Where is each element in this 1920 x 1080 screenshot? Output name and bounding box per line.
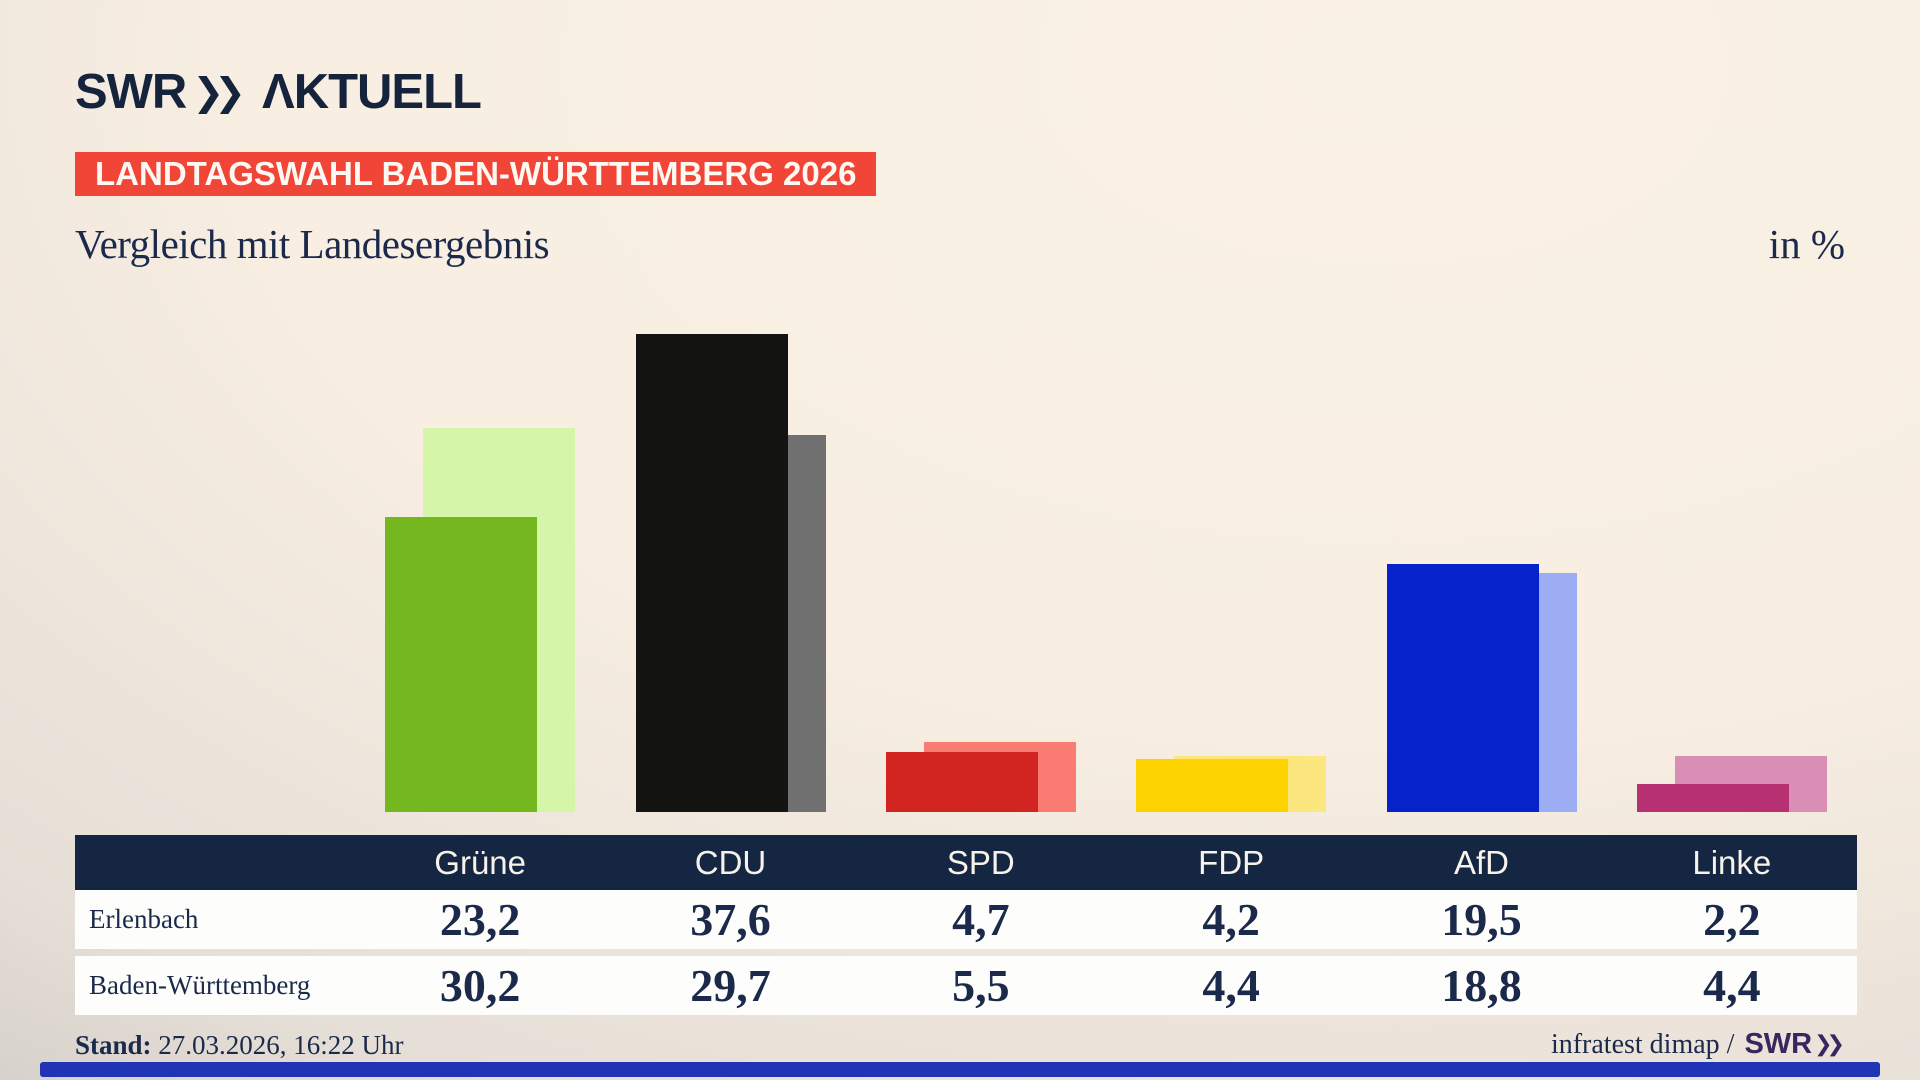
swr-aktuell-logo: SWR ❯❯ ΛKTUELL (75, 64, 482, 120)
source-credit: infratest dimap / SWR ❯❯ (1551, 1028, 1845, 1061)
column-header-cdu: CDU (694, 843, 767, 881)
column-header-spd: SPD (946, 843, 1015, 881)
source-swr-text: SWR (1744, 1028, 1813, 1060)
table-row-erlenbach: Erlenbach 23,2 37,6 4,7 4,2 19,5 2,2 (75, 890, 1857, 949)
value-erlenbach-gruene: 23,2 (439, 894, 521, 945)
bar-Linke-Erlenbach (1636, 784, 1789, 812)
bar-CDU-Erlenbach (635, 334, 788, 812)
bar-AfD-Erlenbach (1386, 564, 1539, 812)
value-bw-afd: 18,8 (1441, 960, 1522, 1011)
source-swr-chevrons-icon: ❯❯ (1814, 1032, 1845, 1057)
results-table: Grüne CDU SPD FDP AfD Linke Erlenbach 23… (75, 835, 1857, 1015)
value-bw-linke: 4,4 (1703, 960, 1761, 1011)
row-label: Erlenbach (89, 904, 199, 934)
value-erlenbach-afd: 19,5 (1441, 894, 1522, 945)
bar-Grüne-Erlenbach (385, 517, 538, 812)
bar-chart (75, 292, 1857, 812)
bar-FDP-Erlenbach (1136, 758, 1289, 812)
bottom-accent-bar (40, 1062, 1880, 1077)
source-text: infratest dimap / (1550, 1028, 1735, 1060)
source-swr-logo: SWR ❯❯ (1744, 1028, 1845, 1061)
column-header-fdp: FDP (1198, 843, 1265, 881)
table-row-baden-wuerttemberg: Baden-Württemberg 30,2 29,7 5,5 4,4 18,8… (75, 956, 1857, 1015)
timestamp-label: Stand: (75, 1030, 152, 1060)
value-bw-spd: 5,5 (952, 960, 1010, 1011)
column-header-gruene: Grüne (434, 843, 527, 881)
value-bw-gruene: 30,2 (439, 960, 521, 1011)
unit-label: in % (1768, 221, 1845, 267)
page-title: Vergleich mit Landesergebnis (75, 221, 550, 267)
column-header-afd: AfD (1453, 843, 1509, 881)
value-erlenbach-linke: 2,2 (1703, 894, 1761, 945)
timestamp: Stand: 27.03.2026, 16:22 Uhr (75, 1030, 404, 1061)
logo-swr-text: SWR (75, 65, 187, 119)
election-badge: LANDTAGSWAHL BADEN-WÜRTTEMBERG 2026 (75, 152, 877, 196)
value-bw-fdp: 4,4 (1202, 960, 1260, 1011)
value-erlenbach-cdu: 37,6 (690, 894, 771, 945)
timestamp-value: 27.03.2026, 16:22 Uhr (151, 1030, 404, 1060)
table-header-row: Grüne CDU SPD FDP AfD Linke (75, 835, 1857, 890)
column-header-linke: Linke (1692, 843, 1772, 881)
bar-SPD-Erlenbach (885, 752, 1038, 812)
row-label: Baden-Württemberg (89, 970, 311, 1000)
value-bw-cdu: 29,7 (690, 960, 771, 1011)
value-erlenbach-fdp: 4,2 (1202, 894, 1260, 945)
logo-aktuell-text: ΛKTUELL (262, 65, 482, 119)
logo-chevrons-icon: ❯❯ (192, 70, 246, 114)
value-erlenbach-spd: 4,7 (952, 894, 1010, 945)
